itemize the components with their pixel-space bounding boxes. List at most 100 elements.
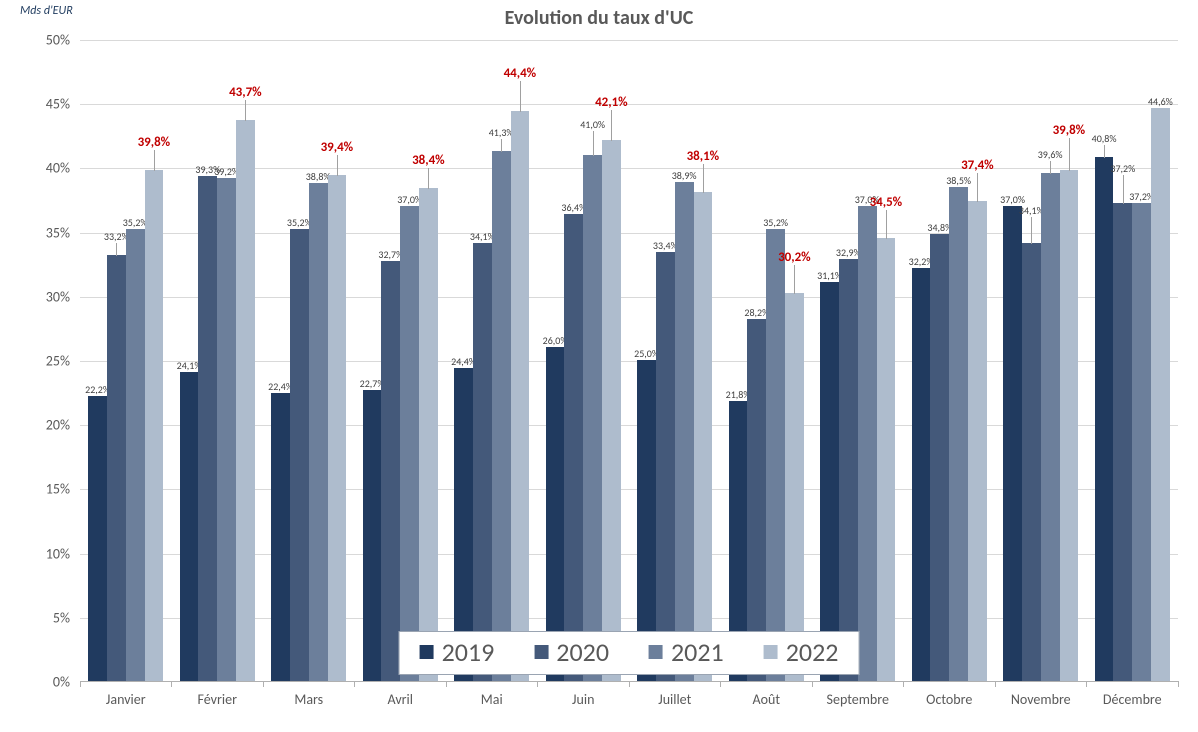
legend-swatch <box>420 645 434 659</box>
x-tick <box>80 681 81 687</box>
y-axis-label: 45% <box>46 96 80 113</box>
y-axis-label: 30% <box>46 288 80 305</box>
bar <box>381 261 400 681</box>
bar-label: 39,6% <box>1020 150 1080 161</box>
leader-line <box>794 265 795 294</box>
bar <box>107 255 126 681</box>
legend-swatch <box>534 645 548 659</box>
bar <box>1095 157 1114 681</box>
y-axis-label: 20% <box>46 417 80 434</box>
x-tick <box>903 681 904 687</box>
bar <box>820 282 839 681</box>
bar <box>473 243 492 681</box>
y-axis-label: 10% <box>46 545 80 562</box>
bar <box>1060 170 1079 681</box>
bar <box>236 120 255 681</box>
leader-line <box>703 164 704 193</box>
bar-label-highlight: 34,5% <box>856 196 916 210</box>
bar-label-highlight: 30,2% <box>764 251 824 265</box>
bar-label-highlight: 39,4% <box>307 141 367 155</box>
bar <box>492 151 511 681</box>
bar <box>309 183 328 681</box>
x-tick <box>720 681 721 687</box>
bar-label-highlight: 38,1% <box>673 150 733 164</box>
bar <box>400 206 419 681</box>
x-tick <box>995 681 996 687</box>
y-axis-label: 5% <box>53 609 80 626</box>
bar <box>1151 108 1170 681</box>
bar <box>1132 203 1151 681</box>
bar <box>419 188 438 681</box>
x-tick <box>446 681 447 687</box>
bar-label-highlight: 38,4% <box>398 154 458 168</box>
leader-line <box>501 139 502 152</box>
x-tick <box>171 681 172 687</box>
bar <box>930 234 949 681</box>
bar <box>198 176 217 681</box>
x-axis-label: Août <box>752 681 780 708</box>
bar <box>126 229 145 681</box>
leader-line <box>428 168 429 189</box>
bar <box>1113 203 1132 681</box>
bars-layer: 22,2%33,2%35,2%39,8%24,1%39,3%39,2%43,7%… <box>80 40 1178 681</box>
bar-label: 41,0% <box>563 120 623 131</box>
bar <box>675 182 694 681</box>
x-axis-label: Juillet <box>658 681 691 708</box>
bar-label-highlight: 44,4% <box>490 67 550 81</box>
x-tick <box>1178 681 1179 687</box>
leader-line <box>1050 161 1051 174</box>
bar <box>747 319 766 681</box>
bar <box>877 238 896 681</box>
x-axis-label: Novembre <box>1011 681 1071 708</box>
legend-label: 2020 <box>556 636 609 668</box>
legend-swatch <box>649 645 663 659</box>
x-axis-label: Mai <box>481 681 503 708</box>
bar-label: 40,8% <box>1074 134 1134 145</box>
leader-line <box>1069 138 1070 171</box>
y-axis-label: 50% <box>46 32 80 49</box>
leader-line <box>1104 145 1105 158</box>
legend-item: 2019 <box>420 636 495 668</box>
bar <box>1041 173 1060 681</box>
legend-item: 2021 <box>649 636 724 668</box>
legend-label: 2022 <box>786 636 839 668</box>
bar-label: 37,2% <box>1093 164 1153 175</box>
x-axis-label: Janvier <box>106 681 146 708</box>
bar-label-highlight: 43,7% <box>215 86 275 100</box>
x-axis-label: Février <box>198 681 237 708</box>
bar <box>290 229 309 681</box>
leader-line <box>886 210 887 239</box>
bar <box>88 396 107 681</box>
bar-label: 38,9% <box>654 171 714 182</box>
y-axis-label: 25% <box>46 353 80 370</box>
bar <box>328 175 347 681</box>
x-axis-label: Juin <box>572 681 594 708</box>
x-tick <box>354 681 355 687</box>
bar <box>968 201 987 681</box>
bar <box>271 393 290 681</box>
bar <box>145 170 164 681</box>
leader-line <box>154 150 155 171</box>
bar <box>785 293 804 681</box>
bar <box>217 178 236 681</box>
y-axis-label: 15% <box>46 481 80 498</box>
chart-title: Evolution du taux d'UC <box>0 6 1198 30</box>
bar <box>1022 243 1041 681</box>
bar-label-highlight: 37,4% <box>947 159 1007 173</box>
legend-label: 2021 <box>671 636 724 668</box>
bar <box>363 390 382 681</box>
leader-line <box>611 110 612 141</box>
x-axis-label: Décembre <box>1103 681 1162 708</box>
chart-container: Mds d'EUR Evolution du taux d'UC 0%5%10%… <box>0 0 1198 732</box>
x-tick <box>1086 681 1087 687</box>
legend: 2019 2020 2021 2022 <box>399 631 860 675</box>
bar <box>602 140 621 681</box>
legend-swatch <box>764 645 778 659</box>
bar-label: 44,6% <box>1130 97 1190 108</box>
leader-line <box>245 100 246 121</box>
leader-line <box>593 131 594 156</box>
bar <box>511 111 530 681</box>
bar <box>694 192 713 681</box>
bar <box>564 214 583 681</box>
leader-line <box>116 243 117 256</box>
